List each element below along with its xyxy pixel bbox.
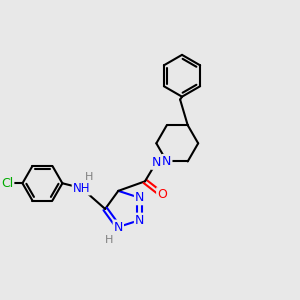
Text: N: N [135, 191, 144, 204]
Text: N: N [152, 156, 161, 169]
Text: H: H [85, 172, 93, 182]
Text: Cl: Cl [1, 177, 13, 190]
Text: N: N [135, 214, 144, 226]
Text: H: H [105, 235, 113, 245]
Text: N: N [162, 155, 172, 168]
Text: N: N [114, 220, 123, 233]
Text: NH: NH [73, 182, 90, 194]
Text: O: O [157, 188, 167, 201]
